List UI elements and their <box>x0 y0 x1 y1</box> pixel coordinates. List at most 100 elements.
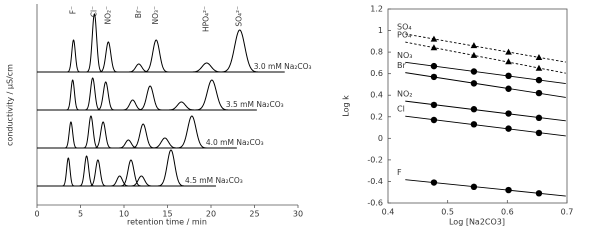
y-tick-label: 0.4 <box>370 91 383 100</box>
y-axis-label: conductivity / µS/cm <box>6 64 15 146</box>
peak <box>82 115 100 149</box>
series-label: Br <box>397 61 406 70</box>
peak <box>193 79 231 111</box>
marker <box>505 48 512 55</box>
peak <box>128 175 154 187</box>
peak <box>93 121 113 149</box>
marker <box>430 44 438 51</box>
y-tick-label: -0.2 <box>367 155 383 164</box>
marker <box>430 62 438 70</box>
marker <box>470 42 478 49</box>
peak-label: SO₄²⁻ <box>235 6 244 27</box>
peak-label: HPO₄²⁻ <box>202 6 211 32</box>
peak <box>116 139 140 149</box>
series-label: Cl <box>397 105 405 114</box>
peak <box>85 13 104 73</box>
marker <box>505 72 512 80</box>
peak <box>65 79 80 111</box>
peak-label: NO₃⁻ <box>151 6 160 25</box>
series-label: NO₂ <box>397 90 413 99</box>
x-tick-label: 20 <box>206 210 216 219</box>
peak <box>78 155 95 187</box>
marker <box>535 129 543 137</box>
fit-line <box>405 41 566 74</box>
marker <box>430 116 438 124</box>
y-tick-label: 1 <box>378 26 383 35</box>
y-tick-label: 0.2 <box>370 112 383 121</box>
peak <box>120 99 145 111</box>
peak <box>130 123 156 149</box>
peak <box>156 149 186 187</box>
y-tick-label: 0 <box>378 134 383 143</box>
x-tick-label: 5 <box>78 210 83 219</box>
peak <box>175 115 209 149</box>
marker <box>430 101 438 109</box>
marker <box>505 125 512 132</box>
x-tick-label: 0 <box>34 210 39 219</box>
peak <box>219 29 261 73</box>
trace-label: 3.5 mM Na₂CO₃ <box>226 100 284 109</box>
figure: retention time / min conductivity / µS/c… <box>6 4 574 227</box>
marker <box>505 85 512 92</box>
peak <box>98 41 119 73</box>
trace-label: 4.5 mM Na₂CO₃ <box>185 176 243 185</box>
x-tick-label: 15 <box>162 210 172 219</box>
marker <box>505 110 512 117</box>
plot-frame <box>387 8 568 204</box>
peak <box>108 175 131 187</box>
x-tick-label: 25 <box>249 210 259 219</box>
peak-label: Br⁻ <box>134 6 143 18</box>
peak <box>66 39 81 73</box>
marker <box>430 73 438 81</box>
trace-label: 4.0 mM Na₂CO₃ <box>206 138 264 147</box>
marker <box>535 89 543 97</box>
y-tick-label: 1.2 <box>370 5 383 14</box>
peak <box>142 39 170 73</box>
y-tick-label: 0.6 <box>370 69 383 78</box>
peak <box>119 159 143 187</box>
x-tick-label: 0.6 <box>501 208 514 217</box>
x-tick-label: 0.7 <box>561 208 574 217</box>
marker <box>535 64 543 71</box>
x-axis-label: Log [Na2CO3] <box>449 218 505 227</box>
trace-label: 3.0 mM Na₂CO₃ <box>254 62 312 71</box>
peak <box>88 159 107 187</box>
marker <box>470 68 478 75</box>
marker <box>470 51 478 58</box>
marker <box>505 186 512 194</box>
x-tick-label: 10 <box>119 210 129 219</box>
marker <box>535 76 543 84</box>
series-label: F <box>397 168 402 177</box>
marker <box>470 80 478 87</box>
marker <box>535 54 543 60</box>
y-tick-label: -0.6 <box>367 199 383 208</box>
peak <box>61 157 75 187</box>
peak <box>84 77 102 111</box>
peak-label: F⁻ <box>69 6 78 14</box>
peak <box>136 85 164 111</box>
peak <box>150 137 180 149</box>
peak <box>96 81 116 111</box>
peak-label: Cl⁻ <box>89 6 98 17</box>
x-tick-label: 0.5 <box>441 208 454 217</box>
y-tick-label: 0.8 <box>370 48 383 57</box>
peak <box>188 62 225 73</box>
x-tick-label: 0.4 <box>382 208 395 217</box>
peak <box>165 101 198 111</box>
marker <box>535 190 543 197</box>
marker <box>430 179 438 186</box>
x-tick-label: 30 <box>293 210 303 219</box>
peak <box>126 63 152 73</box>
series-label: NO₃ <box>397 51 413 60</box>
marker <box>470 183 478 191</box>
y-axis-label: Log k <box>342 95 351 117</box>
series-label: PO₄ <box>397 31 411 40</box>
peak-label: NO₂⁻ <box>103 6 112 25</box>
marker <box>505 58 512 65</box>
marker <box>535 114 543 122</box>
marker <box>430 35 438 42</box>
y-tick-label: -0.4 <box>367 177 383 186</box>
peak <box>64 121 78 149</box>
marker <box>470 106 478 113</box>
marker <box>470 121 478 128</box>
